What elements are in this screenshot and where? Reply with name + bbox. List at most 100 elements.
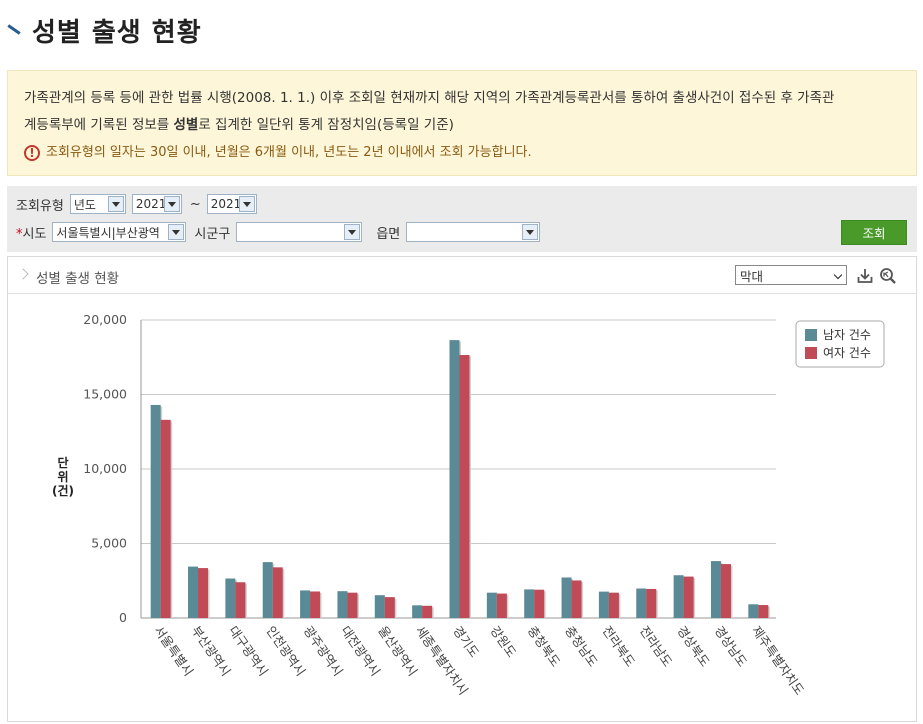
type-label: 조회유형 <box>16 198 64 214</box>
bar <box>449 340 460 618</box>
bar <box>422 605 433 618</box>
notice-text-2b: 성별 <box>173 117 199 133</box>
bar <box>524 589 535 618</box>
y-tick-label: 5,000 <box>91 536 127 551</box>
bar <box>561 577 572 618</box>
y-axis-label: 위 <box>57 470 68 484</box>
bar <box>374 595 385 618</box>
bar <box>300 590 311 618</box>
sigungu-label: 시군구 <box>194 226 231 242</box>
y-axis-label: (건) <box>52 483 74 498</box>
bar <box>571 580 582 618</box>
notice-text-line2: 계등록부에 기록된 정보를 성별로 집계한 일단위 통계 잠정치임(등록일 기준… <box>24 112 900 139</box>
bar <box>262 562 273 618</box>
legend-swatch <box>805 329 817 341</box>
notice-text-line1: 가족관계의 등록 등에 관한 법률 시행(2008. 1. 1.) 이후 조회일… <box>24 90 835 106</box>
page-header: 성별 출생 현황 <box>6 10 202 50</box>
bar <box>225 578 236 618</box>
sido-select-value: 서울특별시|부산광역 <box>56 225 160 240</box>
x-tick-label: 경상남도 <box>712 623 751 669</box>
bar <box>198 568 209 618</box>
notice-warning-text: 조회유형의 일자는 30일 이내, 년월은 6개월 이내, 년도는 2년 이내에… <box>46 145 532 160</box>
x-tick-label: 전라북도 <box>599 623 638 669</box>
bar <box>150 404 161 618</box>
download-icon[interactable] <box>856 267 874 285</box>
notice-warning: ! 조회유형의 일자는 30일 이내, 년월은 6개월 이내, 년도는 2년 이… <box>24 139 900 166</box>
legend-label: 여자 건수 <box>823 346 871 360</box>
bar <box>608 592 619 618</box>
chevron-down-icon <box>238 196 255 212</box>
chevron-down-icon <box>344 224 361 240</box>
x-tick-label: 충청남도 <box>562 623 601 669</box>
type-select[interactable]: 년도 <box>69 194 126 214</box>
warning-icon: ! <box>24 144 40 161</box>
chart-header: 성별 출생 현황 막대 <box>8 257 916 294</box>
bar <box>337 591 348 618</box>
legend-swatch <box>805 347 817 359</box>
bar <box>496 593 507 618</box>
required-mark: * <box>16 226 23 242</box>
sido-label: *시도 <box>16 223 46 242</box>
search-button[interactable]: 조회 <box>841 220 907 245</box>
bar <box>310 591 321 618</box>
bar <box>683 576 694 618</box>
bar <box>758 605 769 618</box>
bar <box>710 561 721 618</box>
chart-panel: 성별 출생 현황 막대 0 5,000 10,000 15,000 20,000 단 위 (건… <box>7 256 917 722</box>
bar <box>235 582 246 618</box>
notice-text-2a: 계등록부에 기록된 정보를 <box>24 117 174 133</box>
bar <box>646 588 657 618</box>
sido-select[interactable]: 서울특별시|부산광역 <box>52 222 187 242</box>
chevron-down-icon <box>522 224 539 240</box>
bar <box>160 419 171 618</box>
legend-label: 남자 건수 <box>823 328 871 342</box>
y-axis-label: 단 <box>57 455 68 470</box>
chart-type-select[interactable]: 막대 <box>735 265 847 285</box>
filter-panel: 조회유형 년도 2021 ~ 2021 *시도 서울특별시|부산광역 시군구 읍… <box>7 186 917 252</box>
y-tick-label: 20,000 <box>83 312 127 327</box>
zoom-icon[interactable] <box>879 267 897 285</box>
x-tick-label: 경기도 <box>450 623 482 660</box>
bar <box>459 355 470 618</box>
bar <box>673 575 684 618</box>
eupmyeon-label: 읍면 <box>376 226 401 242</box>
eupmyeon-select[interactable] <box>406 222 541 242</box>
chevron-down-icon <box>163 196 180 212</box>
notice-text-2c: 로 집계한 일단위 통계 잠정치임(등록일 기준) <box>198 117 454 133</box>
chevron-right-icon <box>17 268 29 280</box>
bar <box>598 591 609 618</box>
bar <box>720 564 731 618</box>
y-tick-label: 15,000 <box>83 387 127 402</box>
to-year-select[interactable]: 2021 <box>206 194 257 214</box>
x-tick-label: 전라남도 <box>637 623 676 669</box>
to-year-value: 2021 <box>210 197 242 211</box>
bar <box>748 604 759 618</box>
bar <box>188 566 199 618</box>
chart-type-value: 막대 <box>740 268 764 284</box>
filter-row-period: 조회유형 년도 2021 ~ 2021 <box>16 194 263 214</box>
legend-box <box>795 320 885 368</box>
from-year-select[interactable]: 2021 <box>131 194 182 214</box>
bar <box>486 592 497 618</box>
chevron-down-icon <box>107 196 124 212</box>
bar-chart: 05,00010,00015,00020,000단위(건)서울특별시부산광역시대… <box>52 312 885 698</box>
bar <box>347 592 358 618</box>
bar <box>384 597 395 618</box>
x-tick-label: 충청북도 <box>525 623 564 669</box>
sigungu-select[interactable] <box>236 222 363 242</box>
notice-box: 가족관계의 등록 등에 관한 법률 시행(2008. 1. 1.) 이후 조회일… <box>7 70 917 176</box>
y-tick-label: 10,000 <box>83 461 127 476</box>
bar <box>534 589 545 618</box>
title-mark-icon <box>6 22 22 38</box>
range-tilde: ~ <box>189 196 201 212</box>
y-tick-label: 0 <box>119 610 127 625</box>
filter-row-region: *시도 서울특별시|부산광역 시군구 읍면 <box>16 222 546 242</box>
x-tick-label: 강원도 <box>487 623 519 660</box>
chevron-down-icon <box>168 224 185 240</box>
page-title: 성별 출생 현황 <box>32 17 202 48</box>
type-select-value: 년도 <box>73 197 96 212</box>
from-year-value: 2021 <box>135 197 167 211</box>
chart-panel-title: 성별 출생 현황 <box>36 271 120 287</box>
bar <box>412 605 423 618</box>
bar <box>636 588 647 618</box>
